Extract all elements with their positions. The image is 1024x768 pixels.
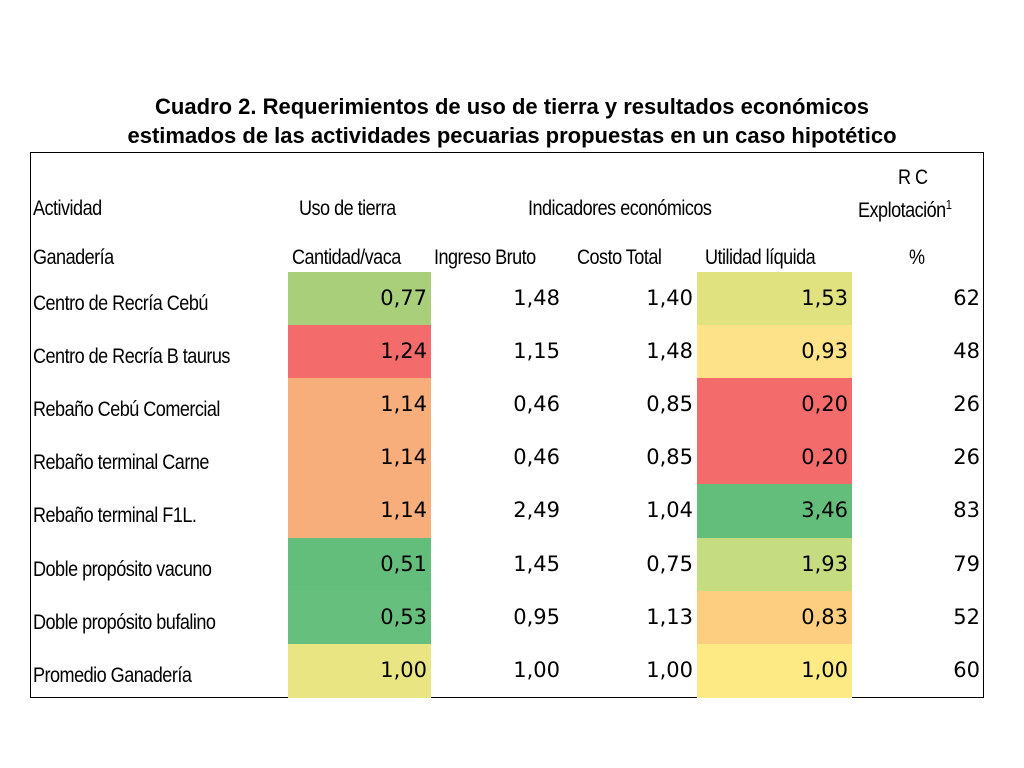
header-pct: % xyxy=(909,246,925,269)
cell-ingreso: 1,15 xyxy=(513,339,560,364)
header-rc-sup: 1 xyxy=(945,197,952,212)
title-line-1: Cuadro 2. Requerimientos de uso de tierr… xyxy=(155,94,869,119)
cell-cantidad: 1,24 xyxy=(288,325,431,380)
header-rc-text: Explotación xyxy=(858,199,946,222)
row-label-actividad: Centro de Recría B taurus xyxy=(33,345,230,369)
cell-rc: 60 xyxy=(953,657,980,682)
cell-cantidad: 1,14 xyxy=(288,378,431,433)
header-costo: Costo Total xyxy=(577,246,662,269)
cell-rc: 62 xyxy=(953,286,980,310)
cell-costo: 1,40 xyxy=(646,286,693,310)
cell-utilidad: 1,00 xyxy=(697,643,852,698)
cell-cantidad: 0,53 xyxy=(288,590,431,645)
header-ingreso: Ingreso Bruto xyxy=(434,246,536,269)
cell-rc: 48 xyxy=(953,339,980,364)
cell-rc: 26 xyxy=(953,445,980,470)
header-cantidad: Cantidad/vaca xyxy=(292,246,401,269)
cell-utilidad: 0,20 xyxy=(697,378,852,433)
cell-utilidad: 0,93 xyxy=(697,325,852,380)
cell-rc: 83 xyxy=(953,498,980,523)
cell-cantidad: 0,51 xyxy=(288,537,431,592)
cell-ingreso: 1,45 xyxy=(513,551,560,576)
cell-utilidad: 0,83 xyxy=(697,590,852,645)
cell-utilidad: 1,53 xyxy=(697,272,852,326)
header-indicadores: Indicadores económicos xyxy=(528,197,712,220)
cell-ingreso: 0,46 xyxy=(513,445,560,470)
cell-rc: 52 xyxy=(953,604,980,629)
row-label-actividad: Doble propósito vacuno xyxy=(33,557,212,581)
row-label-actividad: Centro de Recría Cebú xyxy=(33,292,208,315)
header-rc-line1: R C xyxy=(898,166,928,189)
cell-costo: 1,00 xyxy=(646,657,693,682)
cell-cantidad: 1,14 xyxy=(288,484,431,539)
cell-ingreso: 0,95 xyxy=(513,604,560,629)
cell-rc: 79 xyxy=(953,551,980,576)
row-label-actividad: Promedio Ganadería xyxy=(33,663,192,687)
header-actividad: Actividad xyxy=(33,197,102,220)
row-label-actividad: Rebaño Cebú Comercial xyxy=(33,398,220,422)
title-line-2: estimados de las actividades pecuarias p… xyxy=(127,123,897,148)
header-ganaderia: Ganadería xyxy=(33,246,114,269)
cell-costo: 1,04 xyxy=(646,498,693,523)
cell-ingreso: 0,46 xyxy=(513,392,560,417)
cell-utilidad: 0,20 xyxy=(697,431,852,486)
header-rc-line2: Explotación1 xyxy=(858,197,952,223)
cell-costo: 0,75 xyxy=(646,551,693,576)
row-label-actividad: Rebaño terminal F1L. xyxy=(33,504,197,528)
cell-costo: 1,48 xyxy=(646,339,693,364)
cell-ingreso: 1,48 xyxy=(513,286,560,310)
row-label-actividad: Doble propósito bufalino xyxy=(33,610,216,634)
cell-utilidad: 3,46 xyxy=(697,484,852,539)
header-utilidad: Utilidad líquida xyxy=(705,246,816,269)
header-uso-tierra: Uso de tierra xyxy=(299,197,396,220)
cell-rc: 26 xyxy=(953,392,980,417)
cell-utilidad: 1,93 xyxy=(697,537,852,592)
cell-ingreso: 1,00 xyxy=(513,657,560,682)
row-label-actividad: Rebaño terminal Carne xyxy=(33,451,209,475)
cell-cantidad: 1,14 xyxy=(288,431,431,486)
table-title: Cuadro 2. Requerimientos de uso de tierr… xyxy=(0,92,1024,150)
cell-cantidad: 1,00 xyxy=(288,643,431,698)
cell-costo: 0,85 xyxy=(646,392,693,417)
cell-costo: 0,85 xyxy=(646,445,693,470)
cell-cantidad: 0,77 xyxy=(288,272,431,326)
cell-costo: 1,13 xyxy=(646,604,693,629)
data-table: Actividad Uso de tierra Indicadores econ… xyxy=(30,152,984,698)
cell-ingreso: 2,49 xyxy=(513,498,560,523)
